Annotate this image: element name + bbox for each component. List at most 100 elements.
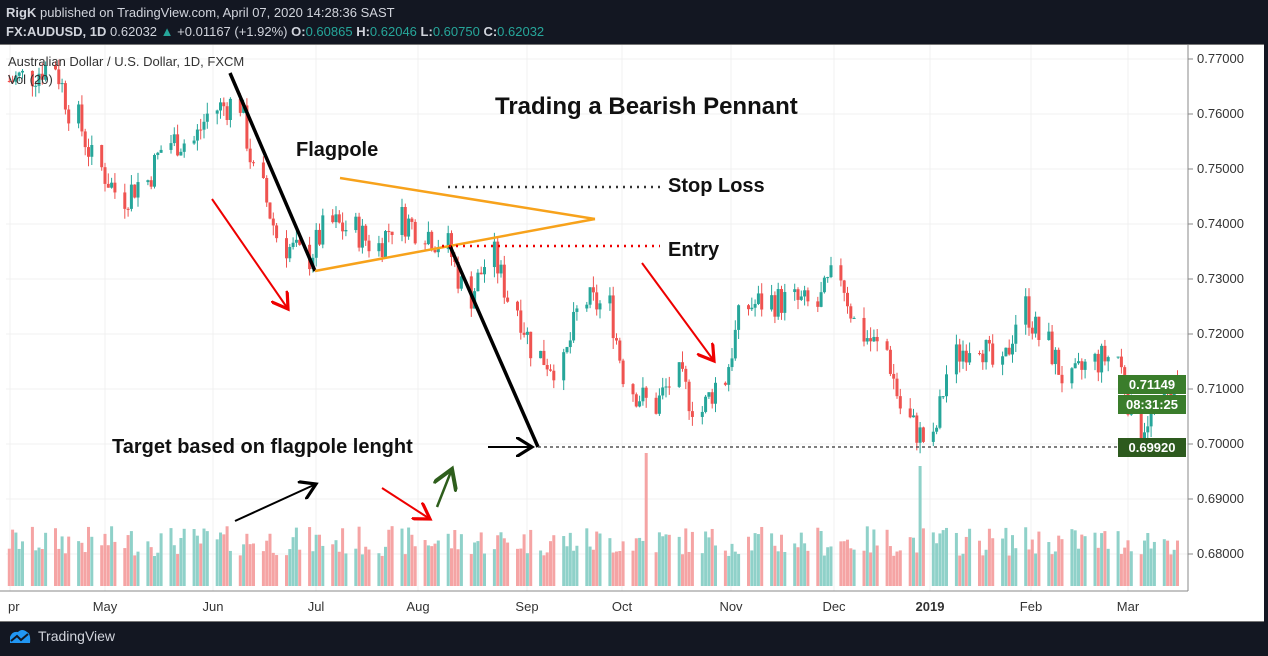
time-tick-label: Dec [822,599,846,614]
volume-bar [1024,527,1028,586]
candle-body [714,382,717,404]
volume-bar [869,552,873,586]
candle-body [1034,316,1038,334]
volume-bar [192,529,196,586]
candle-body [354,216,358,231]
volume-bar [608,538,612,586]
candle-body [492,241,496,268]
candle-body [865,338,869,342]
candle-body [1024,296,1028,325]
volume-bar [172,545,176,586]
volume-bar [803,543,807,586]
volume-bar [552,535,556,586]
volume-bar [687,551,691,586]
symbol: FX:AUDUSD, 1D [6,24,107,39]
flagpole-label: Flagpole [296,139,379,161]
volume-bar [829,546,833,586]
price-chart[interactable]: 0.77000 0.76000 0.75000 0.74000 0.73000 0.720… [0,45,1264,621]
candle-body [852,317,856,319]
candle-body [30,70,34,87]
candle-body [34,85,38,87]
publisher-name[interactable]: RigK [6,5,37,20]
candle-body [631,384,635,395]
candle-body [595,292,599,310]
candle-body [938,396,942,428]
volume-bar [133,555,137,586]
volume-bar [110,526,114,586]
volume-bar [690,531,694,586]
volume-bar [123,548,127,586]
volume-bar [182,528,186,586]
volume-bar [1011,535,1014,586]
volume-bar [1027,549,1031,586]
volume-bar [426,545,430,586]
low-value: 0.60750 [432,24,480,39]
candle-body [829,265,833,278]
candle-body [793,289,797,293]
volume-bar [714,545,717,586]
candle-body [826,277,830,279]
volume-bar [1073,530,1077,586]
volume-bar [964,536,968,586]
candle-body [608,295,612,304]
chart-area[interactable]: 0.77000 0.76000 0.75000 0.74000 0.73000 0.720… [0,44,1264,622]
candle-body [423,243,427,245]
volume-bar [710,528,714,586]
candle-body [430,231,434,250]
volume-bar [1037,531,1041,586]
candle-body [110,182,114,188]
volume-bar [921,528,925,586]
candle-body [446,233,450,249]
open-value: 0.60865 [305,24,353,39]
candle-body [1060,374,1064,384]
volume-bar [1123,547,1127,586]
volume-bar [202,528,206,586]
price-tick-label: 0.70000 [1197,436,1244,451]
volume-bar [242,544,246,586]
volume-bar [872,529,876,586]
candle-body [941,396,945,398]
candle-body [681,362,684,369]
volume-bar [1001,538,1005,586]
volume-bar [1100,533,1104,586]
candle-body [644,387,648,398]
volume-bar [407,527,411,586]
candle-body [562,352,566,381]
candle-body [83,131,87,148]
candle-body [159,149,163,153]
candle-body [1093,353,1097,362]
volume-bar [1053,551,1057,586]
volume-bar [7,548,11,586]
volume-bar [1116,531,1120,586]
volume-bar [618,551,622,586]
volume-bar [159,533,163,586]
candle-body [783,292,787,313]
candle-body [294,239,298,243]
volume-bar [1176,540,1179,586]
candle-body [146,180,150,183]
candle-body [1073,363,1077,369]
volume-bar [156,552,160,586]
tradingview-logo[interactable]: TradingView [8,628,115,644]
candle-body [819,292,823,307]
candle-body [248,148,252,163]
volume-bar [54,528,57,586]
candle-body [337,214,341,223]
price-axis [1188,45,1264,621]
volume-bar [770,533,774,586]
volume-bar [961,553,965,586]
candle-body [60,83,64,85]
candle-body [1080,361,1084,370]
volume-bar [931,532,935,586]
volume-bar [357,526,361,586]
price-tick-label: 0.69000 [1197,491,1244,506]
candle-body [360,225,364,248]
volume-bar [483,553,486,586]
candle-body [133,184,137,198]
volume-bar [450,548,453,586]
candle-body [638,401,642,407]
candle-body [981,353,985,363]
volume-bar [1149,548,1153,586]
volume-bar [222,534,226,586]
volume-bar [667,534,671,586]
